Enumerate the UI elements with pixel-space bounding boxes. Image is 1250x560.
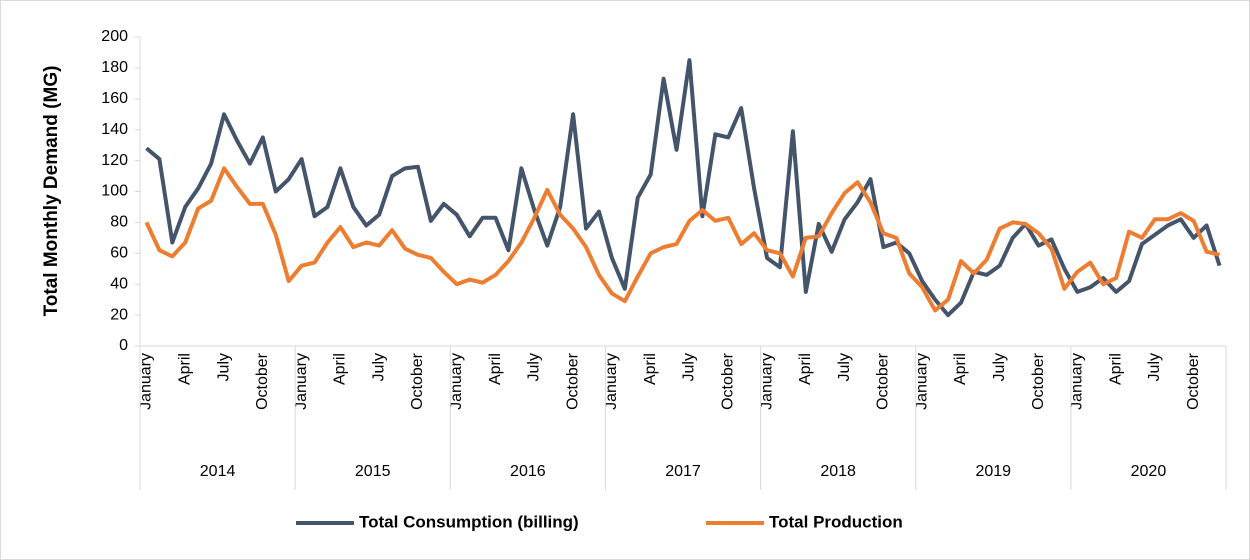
x-tick-label: July — [215, 353, 232, 381]
x-tick-label: July — [526, 353, 543, 381]
y-axis-title: Total Monthly Demand (MG) — [41, 66, 62, 317]
y-tick-label: 200 — [101, 28, 128, 45]
x-tick-label: October — [254, 352, 271, 410]
x-tick-label: January — [1069, 353, 1086, 410]
y-tick-label: 40 — [110, 275, 128, 292]
x-tick-label: April — [176, 353, 193, 385]
x-tick-label: April — [487, 353, 504, 385]
group-label: 2017 — [665, 463, 701, 480]
x-tick-label: October — [1030, 352, 1047, 410]
y-tick-label: 100 — [101, 183, 128, 200]
x-tick-label: January — [758, 353, 775, 410]
x-tick-label: April — [797, 353, 814, 385]
x-tick-label: January — [293, 353, 310, 410]
y-tick-label: 60 — [110, 245, 128, 262]
x-tick-label: April — [1107, 353, 1124, 385]
group-label: 2019 — [975, 463, 1011, 480]
group-label: 2015 — [355, 463, 391, 480]
x-tick-label: July — [370, 353, 387, 381]
group-label: 2018 — [820, 463, 856, 480]
y-tick-label: 20 — [110, 306, 128, 323]
y-tick-label: 160 — [101, 90, 128, 107]
x-tick-label: October — [719, 352, 736, 410]
x-tick-label: July — [1146, 353, 1163, 381]
y-tick-label: 120 — [101, 152, 128, 169]
x-tick-label: July — [836, 353, 853, 381]
y-tick-label: 0 — [119, 337, 128, 354]
group-label: 2016 — [510, 463, 546, 480]
y-tick-label: 180 — [101, 59, 128, 76]
legend-label: Total Consumption (billing) — [359, 512, 579, 531]
y-tick-label: 80 — [110, 214, 128, 231]
x-tick-label: October — [1185, 352, 1202, 410]
group-label: 2014 — [200, 463, 236, 480]
y-tick-label: 140 — [101, 121, 128, 138]
legend-label: Total Production — [769, 512, 903, 531]
x-tick-label: July — [991, 353, 1008, 381]
x-tick-label: April — [952, 353, 969, 385]
x-tick-label: October — [409, 352, 426, 410]
x-tick-label: October — [564, 352, 581, 410]
x-tick-label: January — [138, 353, 155, 410]
series-line — [144, 166, 1221, 313]
x-tick-label: April — [642, 353, 659, 385]
x-tick-label: January — [913, 353, 930, 410]
x-tick-label: July — [681, 353, 698, 381]
series-line — [145, 58, 1222, 318]
x-tick-label: January — [603, 353, 620, 410]
x-tick-label: April — [332, 353, 349, 385]
x-tick-label: January — [448, 353, 465, 410]
group-label: 2020 — [1131, 463, 1167, 480]
x-tick-label: October — [875, 352, 892, 410]
